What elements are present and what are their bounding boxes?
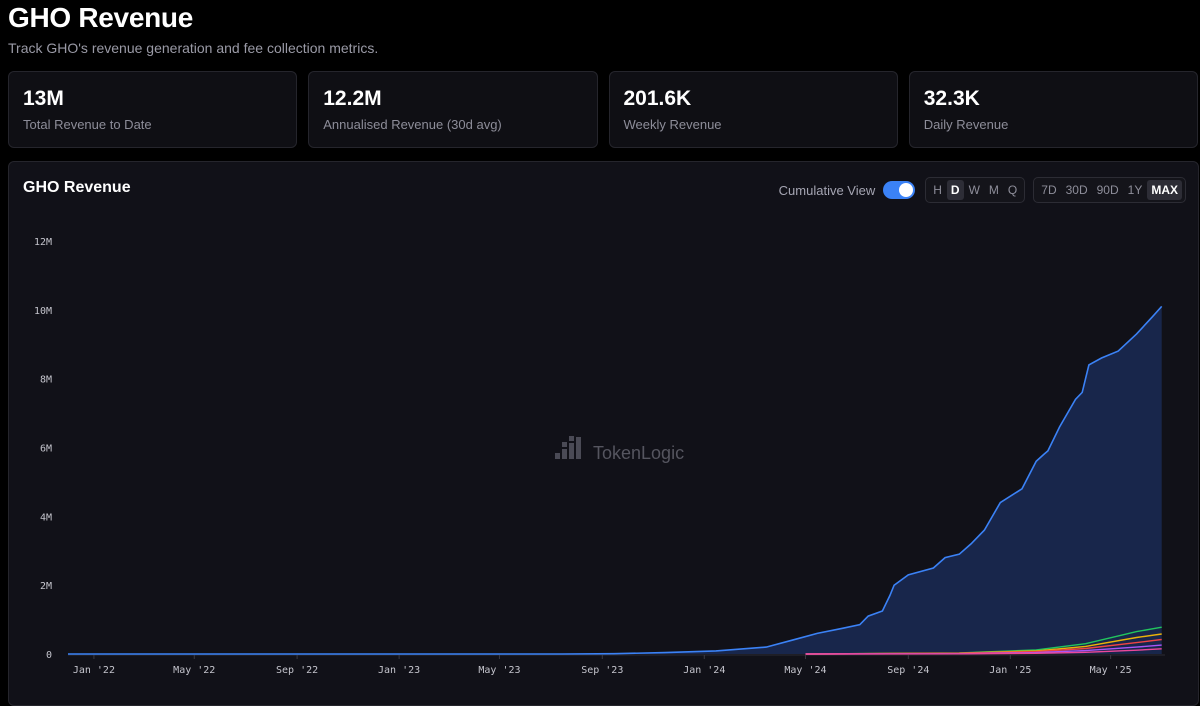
range-selector: 7D 30D 90D 1Y MAX	[1033, 177, 1186, 203]
series-layer	[68, 305, 1163, 655]
stat-value: 32.3K	[923, 87, 980, 110]
y-tick-label: 12M	[34, 237, 52, 248]
chart-title: GHO Revenue	[23, 179, 131, 196]
tokenlogic-watermark: TokenLogic	[555, 436, 684, 463]
main-series-area	[68, 306, 1162, 654]
granularity-button-w[interactable]: W	[968, 183, 980, 197]
stat-label: Annualised Revenue (30d avg)	[323, 117, 502, 132]
x-tick-label: Jan '22	[73, 665, 115, 676]
watermark-text: TokenLogic	[593, 443, 684, 463]
x-tick-label: May '24	[784, 665, 826, 676]
main-series-line	[68, 305, 1163, 655]
stat-card-weekly-revenue: 201.6K Weekly Revenue	[608, 71, 898, 148]
granularity-button-d[interactable]: D	[946, 180, 964, 200]
y-tick-label: 10M	[34, 306, 52, 317]
range-button-90d[interactable]: 90D	[1096, 183, 1119, 197]
range-button-30d[interactable]: 30D	[1065, 183, 1088, 197]
x-tick-label: Jan '25	[989, 665, 1031, 676]
cumulative-view-toggle[interactable]	[883, 181, 916, 199]
y-tick-label: 8M	[40, 375, 52, 386]
stat-card-daily-revenue: 32.3K Daily Revenue	[908, 71, 1198, 148]
cumulative-view-label: Cumulative View	[778, 182, 876, 198]
stats-row: 13M Total Revenue to Date 12.2M Annualis…	[8, 71, 1198, 150]
page-title: GHO Revenue	[8, 2, 193, 33]
stat-card-total-revenue: 13M Total Revenue to Date	[8, 71, 298, 148]
x-tick-label: May '25	[1090, 665, 1132, 676]
x-tick-label: Jan '24	[683, 665, 725, 676]
granularity-selector: H D W M Q	[925, 177, 1026, 203]
stat-card-annualised-revenue: 12.2M Annualised Revenue (30d avg)	[308, 71, 598, 148]
range-button-1y[interactable]: 1Y	[1127, 183, 1143, 197]
stat-label: Weekly Revenue	[623, 117, 722, 132]
stat-label: Total Revenue to Date	[23, 117, 152, 132]
toggle-knob	[899, 183, 914, 197]
y-axis: 0 2M 4M 6M 8M 10M 12M	[34, 237, 52, 661]
stat-value: 201.6K	[623, 87, 692, 110]
granularity-button-q[interactable]: Q	[1007, 183, 1018, 197]
secondary-series-line-5	[805, 648, 1162, 655]
stat-label: Daily Revenue	[923, 117, 1009, 132]
chart-panel: GHO Revenue Cumulative View H D W M Q 7D…	[8, 161, 1199, 706]
revenue-chart[interactable]: TokenLogic 0 2M 4M 6M 8M 10M 12M Jan '22 May '2…	[9, 162, 1198, 705]
granularity-button-m[interactable]: M	[988, 183, 999, 197]
y-tick-label: 6M	[40, 444, 52, 455]
range-button-7d[interactable]: 7D	[1041, 183, 1057, 197]
stat-value: 12.2M	[323, 87, 382, 110]
x-tick-label: Sep '22	[276, 665, 318, 676]
x-tick-label: Jan '23	[378, 665, 420, 676]
tokenlogic-logo-icon	[555, 436, 581, 459]
x-axis: Jan '22 May '22 Sep '22 Jan '23 May '23 Sep '…	[68, 654, 1165, 676]
chart-controls: Cumulative View H D W M Q 7D 30D 90D 1Y …	[779, 177, 1186, 203]
x-tick-label: Sep '24	[887, 665, 929, 676]
x-tick-label: May '22	[173, 665, 215, 676]
x-tick-label: Sep '23	[581, 665, 623, 676]
stat-value: 13M	[23, 87, 64, 110]
page-subtitle: Track GHO's revenue generation and fee c…	[8, 40, 379, 56]
granularity-button-h[interactable]: H	[933, 183, 942, 197]
range-button-max[interactable]: MAX	[1147, 180, 1182, 200]
x-tick-label: May '23	[478, 665, 520, 676]
y-tick-label: 2M	[40, 581, 52, 592]
y-tick-label: 0	[46, 650, 52, 661]
y-tick-label: 4M	[40, 512, 52, 523]
